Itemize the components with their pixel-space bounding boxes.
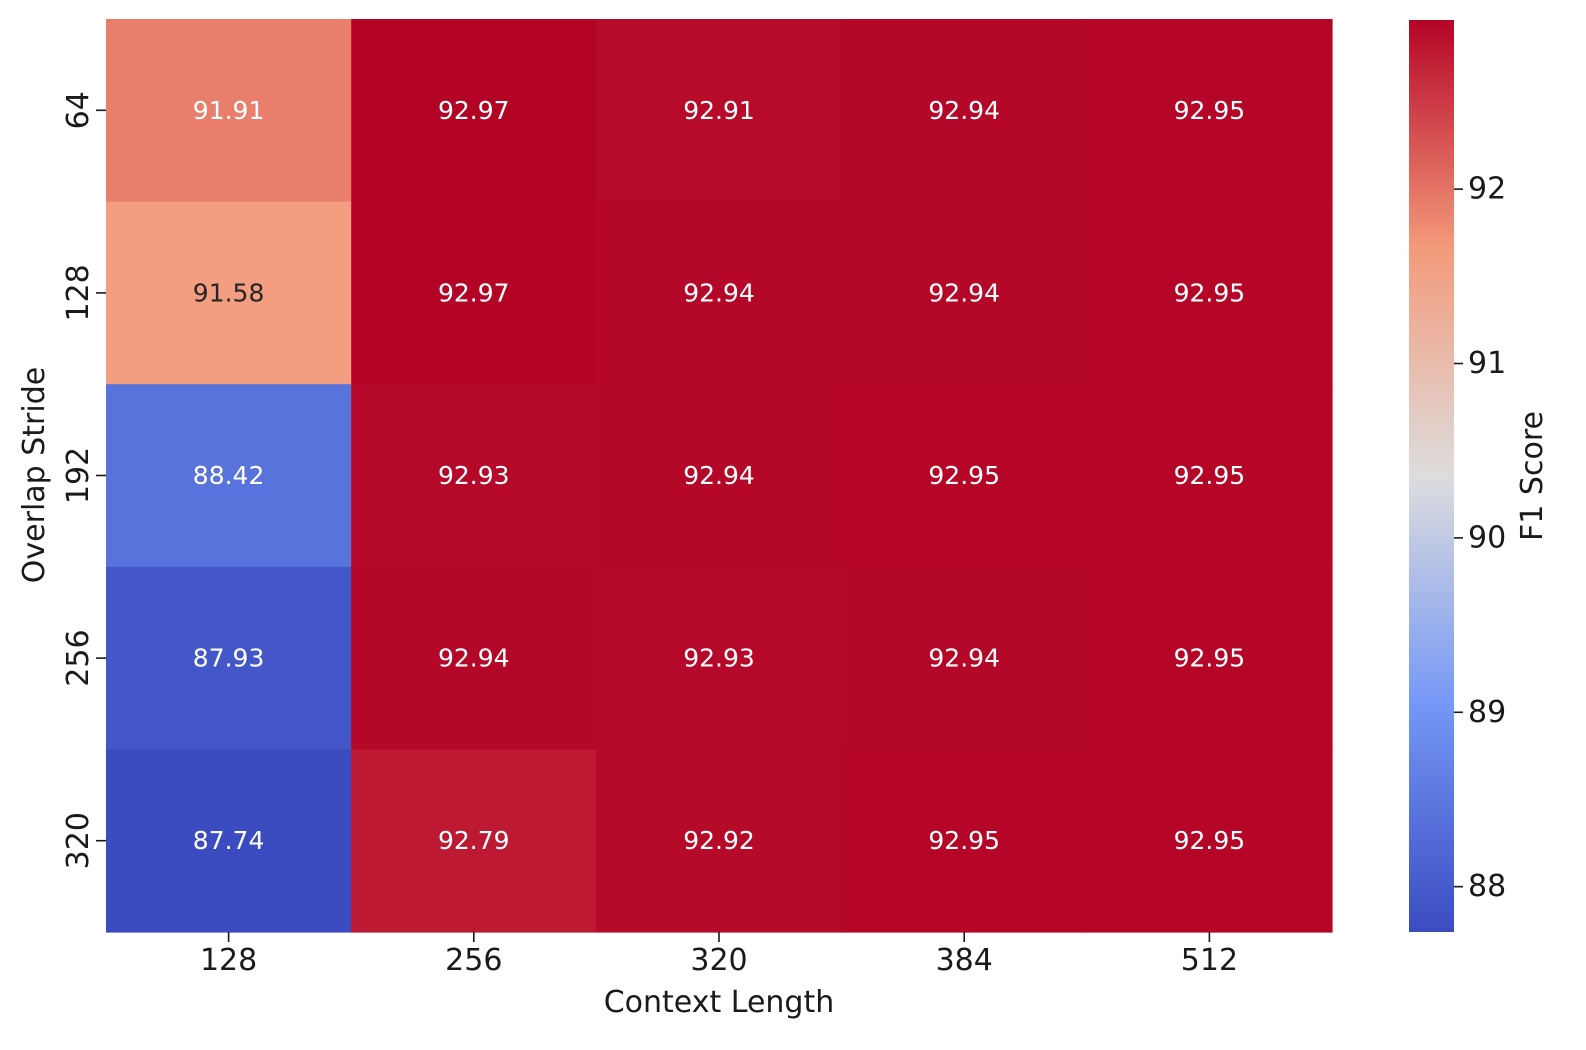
y-tick-label: 128 — [61, 264, 96, 321]
cell-value-label: 92.94 — [438, 644, 510, 673]
cell-value-label: 91.91 — [193, 96, 265, 125]
heatmap-cell — [841, 749, 1088, 933]
colorbar-tick-label: 90 — [1468, 520, 1506, 555]
heatmap-cell — [351, 749, 597, 933]
heatmap-cell — [841, 201, 1088, 385]
cell-value-label: 92.94 — [928, 644, 1000, 673]
x-tick-label: 320 — [690, 943, 747, 978]
cell-value-label: 92.94 — [928, 96, 1000, 125]
heatmap-cell — [841, 384, 1088, 568]
colorbar-gradient — [1409, 20, 1454, 932]
colorbar-tick-label: 89 — [1468, 695, 1506, 730]
x-tick-label: 512 — [1181, 943, 1238, 978]
cell-value-label: 92.97 — [438, 96, 510, 125]
y-axis: 64 128 192 256 320 — [61, 91, 106, 869]
colorbar: 88 89 90 91 92 — [1409, 20, 1506, 932]
heatmap-cell — [106, 566, 352, 750]
x-tick-label: 256 — [445, 943, 502, 978]
heatmap-cell — [106, 19, 352, 203]
cell-value-label: 92.95 — [1174, 96, 1246, 125]
y-axis-title: Overlap Stride — [17, 367, 52, 583]
cell-value-label: 92.79 — [438, 826, 510, 855]
heatmap-cell — [1086, 566, 1333, 750]
heatmap-cell — [106, 201, 352, 385]
cell-value-label: 92.94 — [683, 461, 755, 490]
cell-value-label: 92.91 — [683, 96, 755, 125]
cell-value-label: 92.94 — [683, 278, 755, 307]
cell-value-label: 92.95 — [1174, 826, 1246, 855]
heatmap-cell — [596, 566, 843, 750]
heatmap-cell — [596, 384, 843, 568]
cell-value-label: 92.93 — [683, 644, 755, 673]
heatmap-cells — [106, 19, 1333, 933]
heatmap-cell — [596, 749, 843, 933]
heatmap-cell — [841, 19, 1088, 203]
heatmap-cell — [351, 19, 597, 203]
cell-value-label: 92.95 — [928, 826, 1000, 855]
colorbar-tick-label: 91 — [1468, 346, 1506, 381]
heatmap-cell — [351, 566, 597, 750]
heatmap-cell — [1086, 384, 1333, 568]
cell-value-label: 87.93 — [193, 644, 265, 673]
x-tick-label: 384 — [936, 943, 993, 978]
heatmap-cell — [596, 19, 843, 203]
cell-value-label: 92.94 — [928, 278, 1000, 307]
x-axis: 128 256 320 384 512 — [200, 932, 1238, 978]
cell-value-label: 88.42 — [193, 461, 265, 490]
heatmap-cell — [1086, 749, 1333, 933]
y-tick-label: 192 — [61, 447, 96, 504]
cell-value-label: 92.92 — [683, 826, 755, 855]
heatmap-cell — [351, 201, 597, 385]
cell-value-label: 91.58 — [193, 278, 265, 307]
colorbar-tick-label: 92 — [1468, 172, 1506, 207]
heatmap-cell — [106, 384, 352, 568]
heatmap-cell — [596, 201, 843, 385]
heatmap-cell — [1086, 19, 1333, 203]
heatmap-cell — [106, 749, 352, 933]
cell-value-label: 92.95 — [1174, 278, 1246, 307]
x-axis-title: Context Length — [604, 985, 835, 1020]
colorbar-tick-label: 88 — [1468, 869, 1506, 904]
x-tick-label: 128 — [200, 943, 257, 978]
heatmap-cell — [1086, 201, 1333, 385]
cell-value-label: 92.95 — [1174, 461, 1246, 490]
heatmap-cell — [351, 384, 597, 568]
y-tick-label: 320 — [61, 812, 96, 869]
colorbar-title: F1 Score — [1515, 411, 1550, 541]
cell-value-label: 92.97 — [438, 278, 510, 307]
heatmap-cell-labels: 91.91 92.97 92.91 92.94 92.95 91.58 92.97 92.94… — [193, 96, 1245, 855]
y-tick-label: 256 — [61, 629, 96, 686]
heatmap-cell — [841, 566, 1088, 750]
cell-value-label: 92.95 — [928, 461, 1000, 490]
y-tick-label: 64 — [61, 91, 96, 129]
cell-value-label: 92.95 — [1174, 644, 1246, 673]
cell-value-label: 92.93 — [438, 461, 510, 490]
cell-value-label: 87.74 — [193, 826, 265, 855]
